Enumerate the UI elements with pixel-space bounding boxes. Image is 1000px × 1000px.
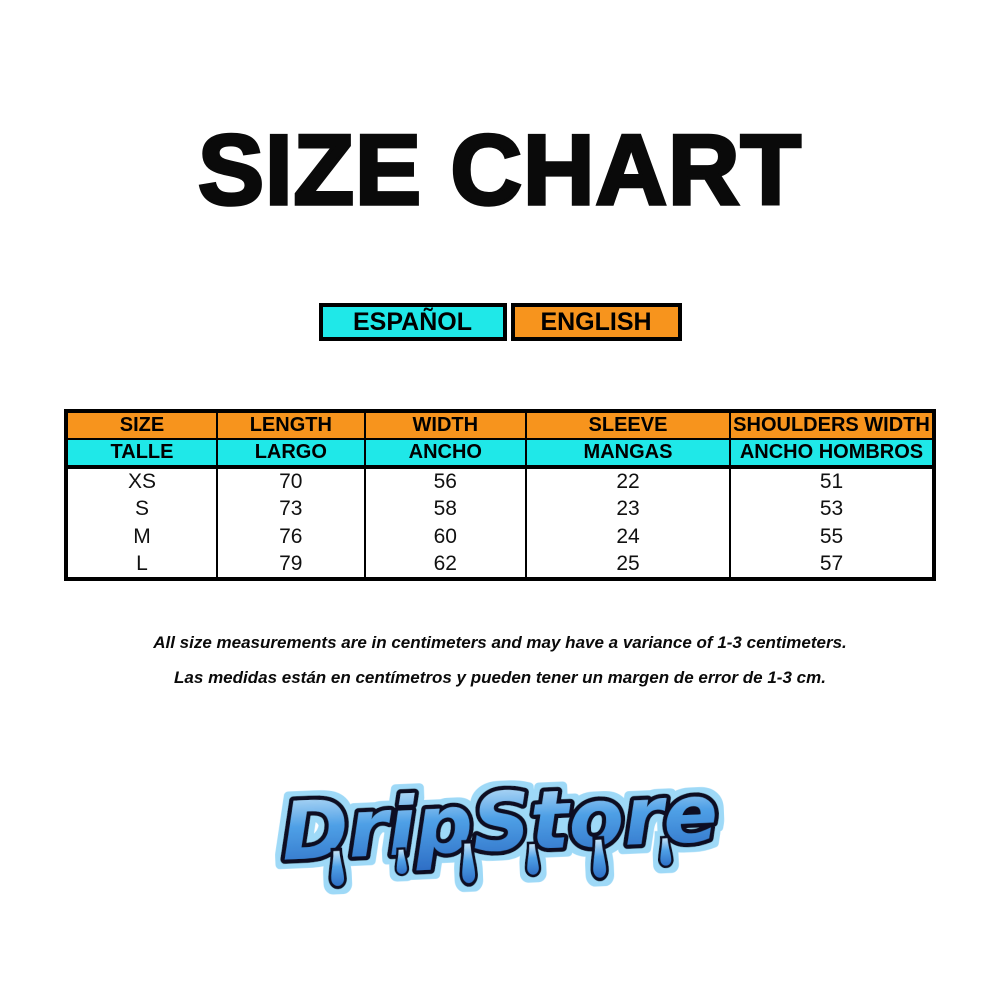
dripstore-logo-text: DripStore — [280, 767, 720, 879]
note-spanish: Las medidas están en centímetros y puede… — [174, 668, 826, 687]
cell-size: S — [64, 495, 219, 523]
cell-sleeve: 23 — [525, 495, 731, 523]
header-width: WIDTH — [363, 410, 528, 440]
tab-espanol[interactable]: ESPAÑOL — [318, 303, 507, 341]
cell-length: 79 — [216, 551, 366, 579]
header-ancho-hombros: ANCHO HOMBROS — [728, 438, 936, 469]
cell-size: XS — [64, 467, 219, 495]
note-english: All size measurements are in centimeters… — [153, 633, 847, 652]
header-ancho: ANCHO — [363, 438, 528, 469]
header-shoulders-width: SHOULDERS WIDTH — [728, 410, 936, 440]
cell-length: 70 — [216, 467, 366, 495]
table-row-s: S 73 58 23 53 — [64, 495, 936, 523]
cell-sleeve: 22 — [525, 467, 731, 495]
cell-sleeve: 25 — [525, 551, 731, 579]
header-talle: TALLE — [64, 438, 219, 469]
table-row-l: L 79 62 25 57 — [64, 551, 936, 579]
header-largo: LARGO — [216, 438, 366, 469]
cell-sleeve: 24 — [525, 523, 731, 551]
table-row-m: M 76 60 24 55 — [64, 523, 936, 551]
header-mangas: MANGAS — [525, 438, 731, 469]
cell-length: 73 — [216, 495, 366, 523]
tab-english[interactable]: ENGLISH — [510, 303, 682, 341]
cell-width: 60 — [363, 523, 528, 551]
cell-size: L — [64, 551, 219, 579]
table-header-english: SIZE LENGTH WIDTH SLEEVE SHOULDERS WIDTH — [64, 410, 936, 440]
cell-width: 62 — [363, 551, 528, 579]
table-row-xs: XS 70 56 22 51 — [64, 467, 936, 495]
page-title: SIZE CHART — [196, 114, 803, 225]
header-length: LENGTH — [216, 410, 366, 440]
cell-length: 76 — [216, 523, 366, 551]
size-table: SIZE LENGTH WIDTH SLEEVE SHOULDERS WIDTH… — [64, 409, 936, 581]
cell-width: 58 — [363, 495, 528, 523]
table-header-spanish: TALLE LARGO ANCHO MANGAS ANCHO HOMBROS — [64, 438, 936, 469]
cell-width: 56 — [363, 467, 528, 495]
cell-shoulders: 53 — [728, 495, 936, 523]
language-tabs: ESPAÑOL ENGLISH — [0, 303, 1000, 341]
dripstore-logo: DripStore — [0, 756, 1000, 906]
cell-shoulders: 55 — [728, 523, 936, 551]
header-sleeve: SLEEVE — [525, 410, 731, 440]
cell-shoulders: 51 — [728, 467, 936, 495]
dripstore-logo-graphic: DripStore — [275, 762, 724, 890]
cell-size: M — [64, 523, 219, 551]
cell-shoulders: 57 — [728, 551, 936, 579]
header-size: SIZE — [64, 410, 219, 440]
